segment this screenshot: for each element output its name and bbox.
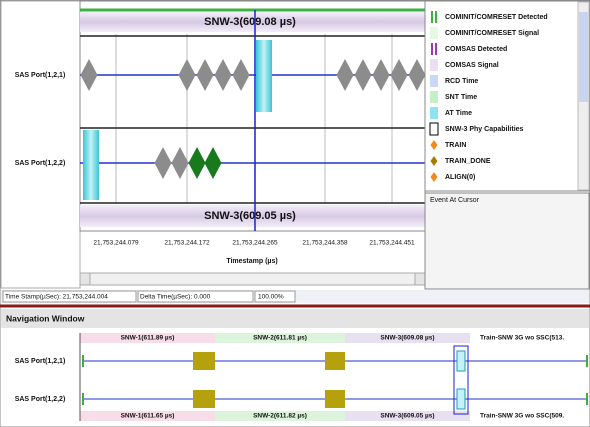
legend-item: RCD Time (445, 78, 478, 85)
cyan-event (83, 130, 99, 200)
nav-band (345, 411, 470, 421)
legend-item: COMINIT/COMRESET Detected (445, 14, 548, 21)
nav-top-label: Train-SNW 3G wo SSC(513. (480, 335, 564, 342)
event-diamond (232, 59, 250, 91)
status-field (254, 290, 296, 303)
nav-event (193, 390, 215, 408)
nav-viewport[interactable] (453, 345, 469, 415)
event-diamond (80, 59, 98, 91)
legend-item: SNW-3 Phy Capabilities (445, 126, 524, 133)
event-diamond (196, 59, 214, 91)
legend-item: TRAIN_DONE (445, 158, 491, 165)
event-diamond (390, 59, 408, 91)
legend-item: COMSAS Detected (445, 46, 507, 53)
top-banner-label: SNW-3(609.08 µs) (204, 16, 296, 28)
timestamp-label: 21,753,244.079 (93, 240, 139, 247)
nav-event (325, 352, 345, 370)
event-diamond (171, 147, 189, 179)
nav-bottom-label: SNW-3(609.05 µs) (380, 413, 434, 420)
nav-bottom-label: SNW-2(611.82 µs) (253, 413, 307, 420)
legend-item: AT Time (445, 110, 472, 117)
legend-icon (430, 172, 438, 182)
timeline-area (79, 0, 426, 232)
legend-icon (430, 59, 438, 71)
status-field (137, 290, 254, 303)
nav-event (325, 390, 345, 408)
legend-icon (430, 107, 438, 119)
legend-scroll-thumb[interactable] (579, 12, 588, 102)
scroll-left[interactable] (79, 272, 91, 286)
legend-item: COMSAS Signal (445, 62, 499, 69)
event-diamond (354, 59, 372, 91)
nav-band (215, 411, 345, 421)
timestamp-label: 21,753,244.451 (369, 240, 415, 247)
scroll-right[interactable] (414, 272, 426, 286)
event-panel-title: Event At Cursor (430, 197, 480, 204)
event-diamond (178, 59, 196, 91)
top-banner (80, 12, 425, 32)
status-time: Time Stamp(µSec): 21,753,244.004 (5, 294, 108, 301)
row-label: SAS Port(1,2,2) (15, 160, 66, 167)
legend-icon (429, 122, 439, 136)
event-panel (424, 192, 590, 290)
legend-item: SNT Time (445, 94, 477, 101)
nav-band (80, 411, 215, 421)
event-diamond (188, 147, 206, 179)
nav-top-label: SNW-1(611.89 µs) (121, 335, 175, 342)
h-scrollbar[interactable] (79, 272, 426, 286)
legend-icon (430, 156, 438, 166)
nav-band (470, 333, 589, 343)
status-zoom: 100.00% (258, 294, 284, 301)
status-delta: Delta Time(µSec): 0.000 (140, 294, 211, 301)
nav-top-label: SNW-2(611.81 µs) (253, 335, 307, 342)
legend-icon (435, 11, 437, 23)
legend-icon (431, 43, 433, 55)
nav-event (456, 350, 466, 372)
event-diamond (408, 59, 426, 91)
legend-item: COMINIT/COMRESET Signal (445, 30, 539, 37)
nav-event (193, 352, 215, 370)
nav-bottom-label: Train-SNW 3G wo SSC(509. (480, 413, 564, 420)
legend-item: ALIGN(0) (445, 174, 475, 181)
legend-item: TRAIN (445, 142, 466, 149)
row-label: SAS Port(1,2,1) (15, 72, 66, 79)
event-diamond (372, 59, 390, 91)
nav-row-label: SAS Port(1,2,1) (15, 358, 66, 365)
axis-label: Timestamp (µs) (226, 258, 277, 265)
nav-band (215, 333, 345, 343)
nav-event (456, 388, 466, 410)
bottom-banner-label: SNW-3(609.05 µs) (204, 210, 296, 222)
event-diamond (154, 147, 172, 179)
timestamp-label: 21,753,244.172 (164, 240, 210, 247)
legend-panel (424, 0, 590, 192)
timestamp-label: 21,753,244.358 (302, 240, 348, 247)
bottom-banner (80, 205, 425, 227)
nav-top-label: SNW-3(609.08 µs) (380, 335, 434, 342)
event-diamond (336, 59, 354, 91)
legend-icon (430, 27, 438, 39)
nav-bottom-label: SNW-1(611.65 µs) (121, 413, 175, 420)
nav-header (1, 309, 589, 328)
legend-icon (435, 43, 437, 55)
nav-band (345, 333, 470, 343)
timestamp-label: 21,753,244.265 (232, 240, 278, 247)
nav-band (470, 411, 589, 421)
cyan-event (256, 40, 272, 112)
legend-icon (431, 11, 433, 23)
row-label-panel (0, 0, 81, 289)
status-field (2, 290, 137, 303)
nav-row-label: SAS Port(1,2,2) (15, 396, 66, 403)
legend-icon (430, 140, 438, 150)
legend-icon (430, 91, 438, 103)
legend-icon (430, 75, 438, 87)
nav-title: Navigation Window (6, 313, 85, 323)
nav-band (80, 333, 215, 343)
event-diamond (214, 59, 232, 91)
event-diamond (204, 147, 222, 179)
